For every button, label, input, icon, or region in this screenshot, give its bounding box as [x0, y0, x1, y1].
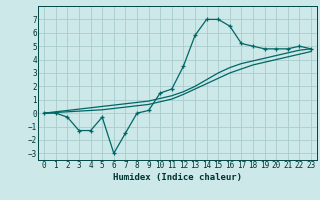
- X-axis label: Humidex (Indice chaleur): Humidex (Indice chaleur): [113, 173, 242, 182]
